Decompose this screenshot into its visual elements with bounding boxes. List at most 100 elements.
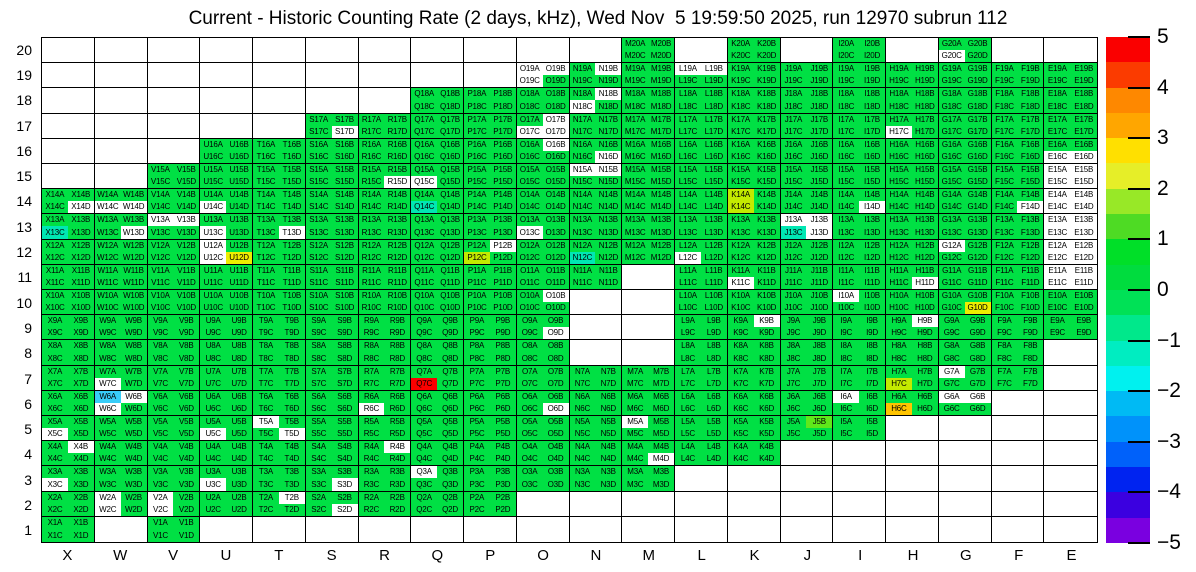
cell (965, 428, 991, 440)
cell: R8C (358, 352, 385, 365)
cell: L7C (675, 377, 701, 390)
cell: M5B (648, 416, 674, 429)
cell: V2C (147, 503, 174, 516)
cell (1071, 478, 1097, 490)
cell (648, 327, 674, 339)
cell: P6C (464, 402, 490, 415)
cell-block: N17A N17B N17C N17D (569, 113, 623, 139)
colorbar-tick (1128, 187, 1150, 190)
colorbar-segment (1106, 365, 1150, 392)
cell: G17D (964, 125, 991, 138)
cell: K10D (753, 302, 780, 315)
cell: U2B (226, 491, 252, 504)
cell-block: M14A M14B M14C M14D (622, 189, 675, 215)
cell: Q12C (411, 251, 438, 264)
cell-block: L15A L15B L15C L15D (675, 164, 728, 190)
cell: J7D (806, 377, 833, 390)
cell: W7A (94, 365, 121, 378)
cell: F16D (1017, 150, 1044, 163)
cell: I14D (859, 201, 885, 214)
cell: G12B (964, 239, 991, 252)
cell-block (200, 88, 253, 114)
cell: S9D (331, 327, 358, 340)
cell: F12B (1017, 239, 1044, 252)
cell: I16D (859, 150, 885, 163)
cell: W8A (94, 340, 121, 353)
cell (965, 441, 991, 453)
cell: R15B (384, 164, 411, 177)
cell: G10B (964, 290, 991, 303)
cell: K9D (753, 327, 780, 340)
cell (279, 100, 305, 112)
cell (173, 100, 199, 112)
cell (648, 529, 674, 542)
colorbar-tick-label: −5 (1157, 531, 1181, 554)
x-axis-label: O (537, 547, 549, 564)
y-axis-label: 6 (24, 395, 32, 412)
cell: S2C (305, 503, 332, 516)
cell: N7C (569, 377, 596, 390)
cell: K20D (753, 50, 780, 63)
cell: S14C (305, 201, 332, 214)
cell-block: T10A T10B T10C T10D (253, 290, 306, 316)
cell: J9D (806, 327, 833, 340)
cell: T5C (253, 428, 279, 441)
cell (728, 466, 754, 478)
cell: J19A (780, 63, 807, 76)
cell (1044, 529, 1070, 542)
y-axis-label: 8 (24, 345, 32, 362)
cell-block: I16A I16B I16C I16D (833, 138, 886, 164)
cell-block (516, 516, 570, 542)
cell: H15B (911, 164, 938, 177)
cell: Q12B (437, 239, 463, 252)
colorbar-tick (1128, 390, 1150, 393)
cell: M19D (648, 75, 674, 88)
cell: K9B (753, 315, 780, 328)
cell (95, 517, 121, 530)
cell: O4D (542, 453, 569, 466)
cell: P16B (489, 138, 516, 151)
cell: O15D (542, 176, 569, 189)
cell (121, 114, 147, 126)
y-axis-label: 18 (16, 92, 32, 109)
cell: Q2B (437, 491, 463, 504)
cell (148, 88, 174, 100)
cell-block: J10A J10B J10C J10D (780, 290, 834, 316)
cell (464, 50, 490, 62)
colorbar-tick (1128, 238, 1150, 241)
cell: S16C (305, 150, 332, 163)
cell: K17B (753, 113, 780, 126)
cell: O17B (542, 113, 569, 126)
cell-block: V2A V2B V2C V2D (147, 491, 201, 517)
cell: J19C (780, 75, 807, 88)
cell: O7C (516, 377, 543, 390)
cell (833, 478, 859, 490)
cell: J12D (806, 251, 833, 264)
cell: V2A (147, 491, 174, 504)
cell-block (464, 38, 517, 64)
cell: R14A (358, 189, 385, 202)
cell: T10D (278, 302, 305, 315)
cell: L13A (675, 214, 701, 227)
cell: G16C (938, 150, 965, 163)
cell: O6C (516, 402, 543, 415)
cell: F14D (1017, 201, 1044, 214)
cell-block: R6A R6B R6C R6D (358, 390, 412, 416)
cell: Q3D (437, 478, 463, 491)
cell-block: N11A N11B N11C N11D (569, 264, 623, 290)
cell (570, 290, 596, 302)
cell: S8A (305, 340, 332, 353)
cell: F18C (991, 100, 1018, 113)
cell (570, 529, 596, 542)
cell (1071, 416, 1097, 428)
cell (437, 517, 463, 530)
cell (754, 492, 780, 504)
y-axis-label: 20 (16, 41, 32, 58)
cell: I15C (833, 176, 860, 189)
cell: L4A (675, 441, 701, 454)
cell (965, 492, 991, 504)
cell-block: E17A E17B E17C E17D (1044, 113, 1097, 139)
cell: N17A (569, 113, 596, 126)
cell-block (938, 441, 992, 467)
cell-block (938, 466, 992, 492)
